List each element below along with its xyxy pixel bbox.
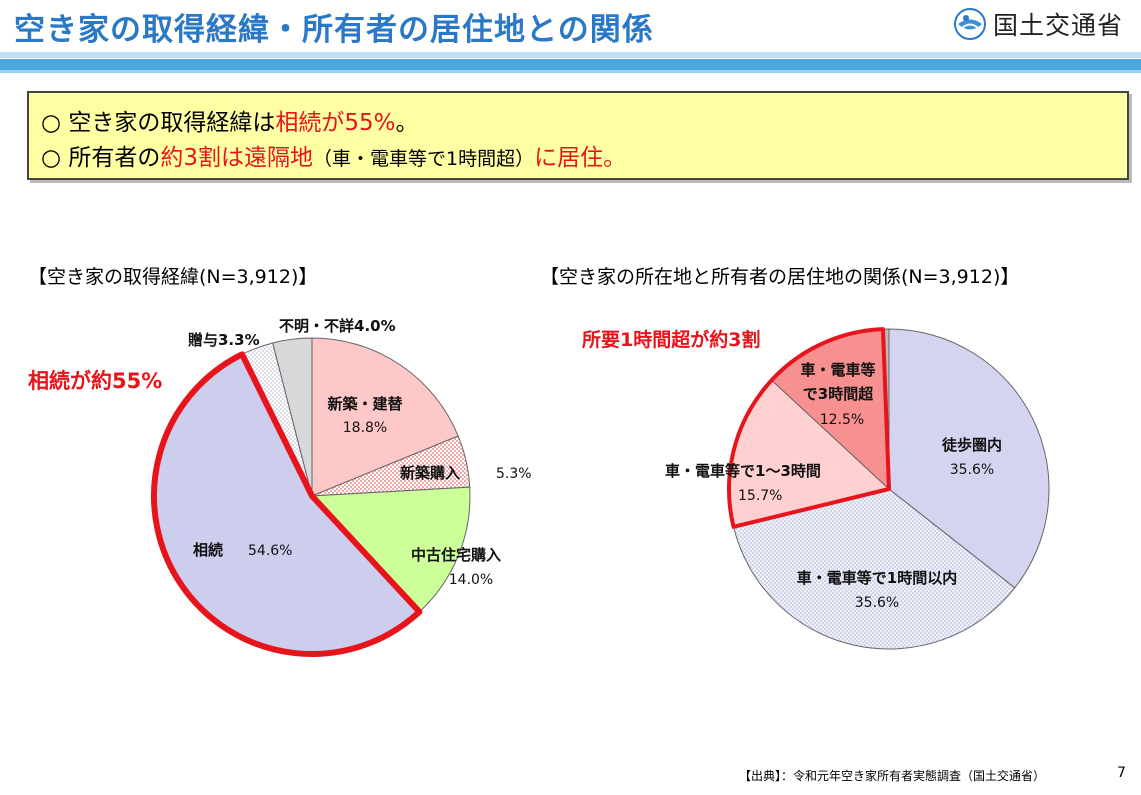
chart2-value: 35.6%: [855, 595, 899, 611]
bullet: ○: [41, 145, 62, 171]
chart1-slice-0: [311, 337, 459, 497]
summary-line-1: ○ 空き家の取得経緯は相続が55%。: [41, 103, 419, 137]
summary-text: 空き家の取得経緯は: [68, 110, 276, 136]
page-number: 7: [1117, 765, 1126, 781]
chart1-label: 新築購入: [400, 464, 460, 482]
chart1-label: 中古住宅購入: [411, 546, 501, 564]
chart1-value: 18.8%: [343, 420, 387, 436]
chart2-highlight-outline: [727, 327, 891, 529]
source-note: 【出典】：令和元年空き家所有者実態調査（国土交通省）: [739, 769, 1046, 783]
chart2-label: で3時間超: [803, 385, 874, 403]
chart1-slice-5: [272, 337, 313, 497]
chart1-title: 【空き家の取得経緯(N=3,912)】: [28, 266, 318, 288]
chart1-label: 相続: [193, 541, 223, 559]
chart2-value: 35.6%: [950, 462, 994, 478]
ministry-logo: 国土交通省: [953, 6, 1123, 42]
chart2-callout: 所要1時間超が約3割: [582, 328, 760, 351]
chart1-value: 54.6%: [248, 543, 292, 559]
summary-text: 所有者の: [68, 145, 161, 171]
chart1-highlight-outline: [150, 351, 423, 657]
acquisition-pie: 新築・建替 18.8% 新築購入 5.3% 中古住宅購入 14.0% 相続 54.6% 贈与3.…: [150, 317, 532, 657]
chart1-label: 不明・不詳4.0%: [279, 317, 396, 335]
header-band: [0, 59, 1141, 70]
page-title: 空き家の取得経緯・所有者の居住地との関係: [14, 12, 654, 48]
summary-box: ○ 空き家の取得経緯は相続が55%。 ○ 所有者の約3割は遠隔地（車・電車等で1…: [27, 91, 1129, 180]
summary-line-2: ○ 所有者の約3割は遠隔地（車・電車等で1時間超）に居住。: [41, 138, 626, 172]
ministry-emblem-icon: [954, 8, 986, 40]
summary-highlight: 相続が55%: [275, 110, 396, 136]
bullet: ○: [41, 110, 62, 136]
header-band-bottom: [0, 70, 1141, 73]
chart2-label: 徒歩圏内: [941, 436, 1002, 454]
chart1-label: 贈与3.3%: [188, 331, 260, 349]
summary-highlight: に居住。: [534, 145, 627, 171]
chart2-label: 車・電車等で1時間以内: [797, 569, 957, 587]
chart2-label: 車・電車等で1～3時間: [665, 462, 821, 480]
header-band-light: [0, 52, 1141, 58]
chart2-title: 【空き家の所在地と所有者の居住地の関係(N=3,912)】: [540, 266, 1020, 288]
chart2-value: 15.7%: [738, 488, 782, 504]
chart2-slice-1: [732, 488, 1016, 650]
chart-annotations: 相続が約55% 所要1時間超が約3割: [28, 328, 760, 393]
chart1-value: 5.3%: [496, 466, 532, 482]
residence-pie: 徒歩圏内 35.6% 車・電車等で1時間以内 35.6% 車・電車等で1～3時間 15.7…: [665, 327, 1050, 650]
chart1-value: 14.0%: [449, 572, 493, 588]
chart1-slice-2: [310, 486, 471, 613]
chart2-label: 車・電車等: [800, 361, 875, 379]
ministry-name: 国土交通省: [993, 11, 1124, 40]
chart2-value: 12.5%: [820, 412, 864, 428]
chart1-callout: 相続が約55%: [28, 369, 162, 393]
summary-highlight: 約3割は遠隔地: [160, 145, 314, 171]
chart2-slice-0: [888, 328, 1050, 589]
chart1-label: 新築・建替: [327, 395, 403, 413]
summary-text: 。: [395, 110, 419, 136]
summary-note: （車・電車等で1時間超）: [313, 148, 535, 170]
